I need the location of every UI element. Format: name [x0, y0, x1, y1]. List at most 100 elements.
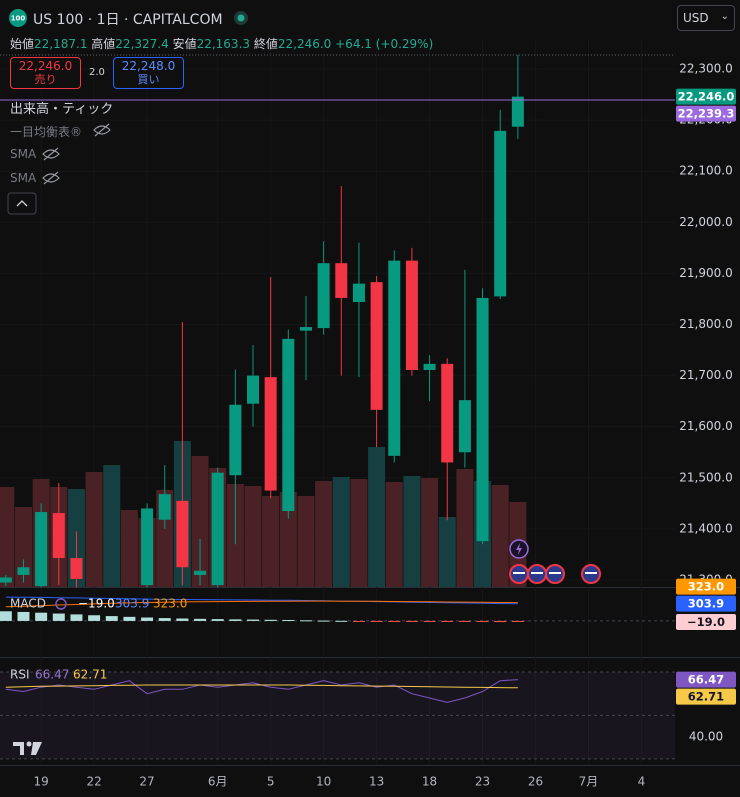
- histogram-bar: [441, 620, 454, 622]
- histogram-bar: [158, 618, 171, 621]
- candle-body: [70, 558, 83, 579]
- histogram-bar: [194, 618, 207, 621]
- price-tag-label: 303.9: [688, 597, 724, 611]
- x-tick-label: 19: [33, 775, 48, 789]
- indicator-sma[interactable]: SMA: [10, 171, 37, 185]
- volume-bar: [262, 496, 280, 587]
- flag-markers[interactable]: [509, 564, 601, 584]
- x-tick-label: 13: [369, 775, 384, 789]
- histogram-bar: [88, 615, 101, 621]
- close-label: 終値: [253, 37, 278, 51]
- volume-bar: [491, 485, 509, 587]
- pane-title: MACD: [10, 597, 46, 611]
- sell-button[interactable]: 22,246.0 売り: [10, 57, 81, 89]
- y-tick-label: 22,100.0: [679, 164, 732, 178]
- histogram-bar: [176, 618, 189, 621]
- macd-line: [5, 600, 518, 608]
- x-tick-label: 23: [475, 775, 490, 789]
- histogram-bar: [141, 617, 154, 621]
- price-tag: [676, 671, 736, 688]
- currency: USD: [683, 11, 709, 25]
- x-tick-label: 26: [528, 775, 543, 789]
- candle-body: [17, 567, 30, 575]
- candle-body: [317, 263, 330, 329]
- candle-body: [35, 512, 48, 587]
- y-tick-label: 40.00: [689, 730, 723, 744]
- volume-bar: [191, 456, 209, 587]
- legend-value: −19.0: [78, 597, 115, 611]
- histogram-bar: [105, 616, 118, 621]
- candle-body: [299, 327, 312, 331]
- x-tick-label: 7月: [579, 775, 599, 789]
- candle-body: [335, 263, 348, 298]
- volume-bar: [368, 447, 386, 587]
- logo-part: [31, 742, 42, 755]
- y-tick-label: 21,700.0: [679, 368, 732, 382]
- volume-bar: [244, 486, 262, 587]
- candle-body: [247, 375, 260, 404]
- volume-bar: [315, 481, 333, 587]
- histogram-bar: [458, 620, 471, 622]
- market-status-dot: [237, 14, 245, 22]
- volume-bar: [332, 477, 350, 587]
- y-tick-label: 21,600.0: [679, 419, 732, 433]
- x-tick-label: 27: [139, 775, 154, 789]
- indicator-ichimoku[interactable]: 一目均衡表®: [10, 125, 83, 139]
- candle-body: [229, 404, 242, 476]
- candle-body: [0, 577, 12, 583]
- histogram-bar: [264, 619, 277, 621]
- x-tick-label: 10: [316, 775, 331, 789]
- y-tick-label: 21,900.0: [679, 266, 732, 280]
- candle-body: [158, 494, 171, 520]
- candle-body: [405, 260, 418, 370]
- symbol-title: US 100 · 1日 · CAPITALCOM: [33, 12, 223, 28]
- sell-label: 売り: [34, 73, 57, 86]
- buy-button[interactable]: 22,248.0 買い: [113, 57, 184, 89]
- price-tag-label: 22,246.0: [678, 90, 735, 104]
- close-value: 22,246.0: [277, 37, 332, 51]
- candle-body: [352, 283, 365, 303]
- buy-label: 買い: [137, 73, 160, 86]
- plot: 1922276月510131823267月421,300.021,400.021…: [0, 40, 736, 789]
- y-tick-label: 22,000.0: [679, 215, 732, 229]
- volume-bar: [456, 469, 474, 587]
- volume-bar: [438, 517, 456, 587]
- high-value: 22,327.4: [115, 37, 169, 51]
- candle-body: [494, 130, 507, 297]
- histogram-bar: [511, 620, 524, 623]
- lightning-icon: [516, 543, 522, 555]
- y-tick-label: 21,400.0: [679, 521, 732, 535]
- candle-body: [141, 508, 154, 586]
- histogram-bar: [423, 620, 436, 622]
- histogram-bar: [211, 619, 224, 621]
- histogram-bar: [388, 620, 401, 622]
- candle-body: [441, 363, 454, 463]
- candle-body: [511, 96, 524, 127]
- histogram-bar: [317, 620, 330, 622]
- histogram-bar: [282, 619, 295, 621]
- price-tag: [676, 88, 736, 105]
- candle-body: [194, 570, 207, 575]
- histogram-bar: [70, 614, 83, 621]
- volume-bar: [403, 476, 421, 587]
- legend-value: 66.47: [35, 668, 69, 682]
- volume-bar: [14, 507, 32, 587]
- currency-select[interactable]: USD ⌄: [677, 5, 735, 31]
- price-tag: [676, 105, 736, 122]
- price-tag-label: 323.0: [688, 580, 724, 594]
- flag-stripe: [531, 572, 543, 574]
- indicator-volume[interactable]: 出来高・ティック: [10, 102, 114, 117]
- macd-line: [5, 596, 518, 605]
- spread: 2.0: [89, 67, 105, 78]
- legend-value: 323.0: [153, 597, 187, 611]
- indicator-sma[interactable]: SMA: [10, 147, 37, 161]
- price-tag-label: −19.0: [687, 615, 725, 629]
- price-tag-label: 22,239.3: [678, 107, 735, 121]
- price-tag: [676, 688, 736, 705]
- volume-bar: [279, 492, 297, 587]
- histogram-bar: [370, 620, 383, 622]
- sell-price: 22,246.0: [18, 59, 73, 73]
- volume-bar: [103, 465, 121, 587]
